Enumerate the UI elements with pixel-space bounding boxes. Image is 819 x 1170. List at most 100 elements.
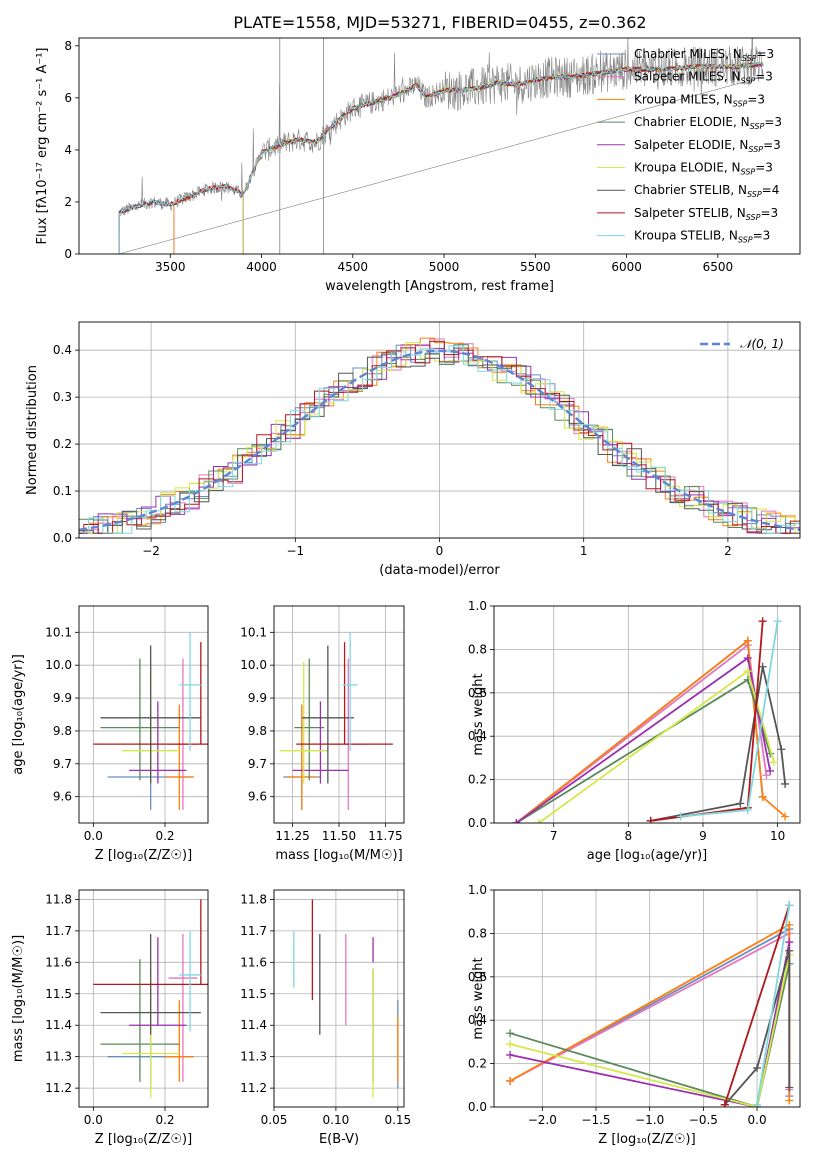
y-tick-label: 9.9	[53, 691, 72, 705]
mass-weight-marker	[785, 1096, 794, 1105]
y-tick-label: 9.9	[248, 691, 267, 705]
x-tick-label: −1	[286, 544, 304, 558]
mass-weight-marker	[676, 812, 685, 821]
mass-weight-marker	[736, 799, 745, 808]
mass-weight-marker	[769, 758, 778, 767]
error-bar-point	[342, 632, 358, 751]
x-tick-label: 11.50	[322, 829, 356, 843]
age-vs-Z-axes	[79, 606, 208, 823]
y-tick-label: 0.6	[468, 970, 487, 984]
spectrum-axes	[118, 38, 764, 254]
mass-weight-marker	[781, 812, 790, 821]
mass-weight-line	[509, 963, 791, 1107]
y-tick-label: 0.2	[468, 1057, 487, 1071]
y-tick-label: 9.6	[248, 790, 267, 804]
y-tick-label: 11.4	[240, 1018, 267, 1032]
error-bar-point	[165, 1000, 194, 1082]
error-bar-point	[129, 701, 187, 784]
legend-entry: Chabrier STELIB, NSSP=4	[634, 183, 779, 199]
y-tick-label: 11.8	[45, 892, 72, 906]
y-tick-label: 11.6	[45, 955, 72, 969]
mass-weight-marker	[758, 792, 767, 801]
y-tick-label: 4	[64, 143, 72, 157]
mass-weight-line	[538, 669, 775, 823]
mass-vs-Z-plot-area	[93, 899, 208, 1098]
legend-entry: Kroupa STELIB, NSSP=3	[634, 229, 770, 245]
mass-weight-marker	[743, 667, 752, 676]
mass-weight-line	[515, 638, 786, 823]
weight-vs-age-axes	[494, 605, 800, 824]
mass-weight-marker	[785, 946, 794, 955]
mass-weight-marker	[512, 819, 521, 823]
error-bar-point	[279, 661, 328, 784]
spectrum-legend: Chabrier MILES, NSSP=3 Salpeter MILES, NS…	[597, 47, 782, 245]
x-tick-label: 0.15	[384, 1113, 411, 1127]
error-bar-point	[100, 645, 201, 784]
mass-weight-marker	[506, 1050, 515, 1059]
y-tick-label: 0.0	[468, 1100, 487, 1114]
x-tick-label: −2	[142, 544, 160, 558]
y-tick-label: 11.3	[45, 1050, 72, 1064]
mass-weight-marker	[506, 1040, 515, 1049]
y-tick-label: 0.8	[468, 642, 487, 656]
spectrum-plot-area	[118, 38, 764, 254]
x-tick-label: −1.0	[635, 1113, 664, 1127]
weight-vs-age-plot-area	[512, 617, 790, 823]
age-vs-Z-frame: 0.0 0.2 9.6 9.7 9.8 9.9 10.0 10.1 Z [log₁₀(Z/Z☉)…	[11, 605, 209, 863]
y-tick-label: 0.8	[468, 926, 487, 940]
x-tick-label: 7	[550, 829, 558, 843]
x-tick-label: −0.5	[689, 1113, 718, 1127]
mass-weight-marker	[646, 816, 655, 823]
y-tick-label: 11.2	[240, 1081, 267, 1095]
y-tick-label: 9.8	[248, 724, 267, 738]
error-bar-point	[179, 632, 201, 751]
mass-weight-marker	[753, 1063, 762, 1072]
x-tick-label: 0.10	[323, 1113, 350, 1127]
error-bar-point	[292, 701, 349, 784]
y-tick-label: 8	[64, 39, 72, 53]
weight-vs-Z-ylabel: mass weight	[471, 957, 486, 1039]
mass-weight-marker	[506, 1076, 515, 1085]
gaussian-curve	[79, 349, 800, 531]
weight-vs-Z-plot-area	[506, 901, 794, 1107]
mass-vs-Z-axes	[79, 890, 208, 1107]
residual-histogram-line	[79, 338, 800, 534]
residual-histogram-axes	[79, 322, 800, 539]
x-tick-label: 0.2	[155, 829, 174, 843]
mass-weight-line	[509, 954, 791, 1107]
mass-vs-Z-xlabel: Z [log₁₀(Z/Z☉)]	[95, 1132, 192, 1147]
x-tick-label: 0.0	[84, 829, 103, 843]
x-tick-label: 8	[625, 829, 633, 843]
x-tick-label: 5500	[520, 260, 551, 274]
y-tick-label: 10.1	[240, 625, 267, 639]
mass-weight-marker	[720, 1100, 729, 1107]
x-tick-label: 0.05	[261, 1113, 288, 1127]
y-tick-label: 0.4	[468, 1013, 487, 1027]
error-bar-point	[129, 937, 187, 1026]
y-tick-label: 10.0	[45, 658, 72, 672]
error-bar-point	[294, 658, 325, 781]
error-bar-point	[93, 899, 208, 985]
mass-weight-marker	[785, 901, 794, 910]
mass-weight-line	[650, 621, 764, 822]
x-tick-label: 11.75	[368, 829, 402, 843]
mass-weight-marker	[743, 636, 752, 645]
mass-vs-EBV-frame: 0.05 0.10 0.15 11.2 11.3 11.4 11.5 11.6 11.7 11.8…	[240, 889, 411, 1147]
age-vs-mass-axes	[274, 606, 404, 823]
age-vs-Z-xlabel: Z [log₁₀(Z/Z☉)]	[95, 848, 192, 863]
x-tick-label: 0.0	[748, 1113, 767, 1127]
mass-weight-marker	[766, 766, 775, 775]
mass-weight-marker	[534, 819, 543, 823]
model-spectrum-line	[118, 62, 764, 254]
y-tick-label: 0.4	[468, 729, 487, 743]
mass-weight-marker	[785, 1083, 794, 1092]
y-tick-label: 9.7	[53, 757, 72, 771]
age-vs-Z-ylabel: age [log₁₀(age/yr)]	[11, 654, 26, 775]
legend-entry: Kroupa MILES, NSSP=3	[634, 92, 765, 108]
mass-weight-line	[509, 941, 791, 1107]
y-tick-label: 6	[64, 91, 72, 105]
age-vs-mass-xlabel: mass [log₁₀(M/M☉)]	[275, 848, 402, 863]
error-bar-point	[168, 658, 198, 810]
x-tick-label: 3500	[155, 260, 186, 274]
x-tick-label: 1	[580, 544, 588, 558]
